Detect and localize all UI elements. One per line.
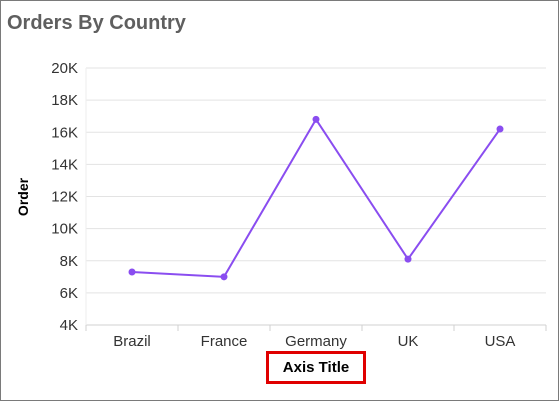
x-axis-title: Axis Title: [266, 351, 366, 384]
data-point[interactable]: [312, 115, 320, 123]
y-tick-label: 16K: [51, 124, 78, 141]
x-tick-label: Germany: [285, 333, 347, 350]
x-axis-ticks: Brazil France Germany UK USA: [113, 333, 515, 350]
y-tick-label: 18K: [51, 92, 78, 109]
y-tick-label: 8K: [60, 253, 78, 270]
x-tick-label: Brazil: [113, 333, 151, 350]
series-line: [131, 117, 501, 278]
data-point[interactable]: [404, 255, 412, 263]
y-axis-label: Order: [15, 177, 31, 216]
gridlines: [85, 67, 547, 331]
data-point[interactable]: [496, 125, 504, 133]
x-tick-label: UK: [398, 333, 419, 350]
x-tick-label: USA: [485, 333, 516, 350]
y-tick-label: 20K: [51, 60, 78, 77]
series-group: [128, 115, 504, 281]
y-tick-label: 6K: [60, 285, 78, 302]
y-tick-label: 4K: [60, 317, 78, 334]
data-point[interactable]: [128, 268, 136, 276]
y-tick-label: 14K: [51, 156, 78, 173]
chart-title: Orders By Country: [7, 12, 186, 34]
x-tick-label: France: [201, 333, 248, 350]
y-axis-ticks: 4K 6K 8K 10K 12K 14K 16K 18K 20K: [51, 60, 78, 334]
y-tick-label: 12K: [51, 189, 78, 206]
y-tick-label: 10K: [51, 221, 78, 238]
data-point[interactable]: [220, 273, 228, 281]
